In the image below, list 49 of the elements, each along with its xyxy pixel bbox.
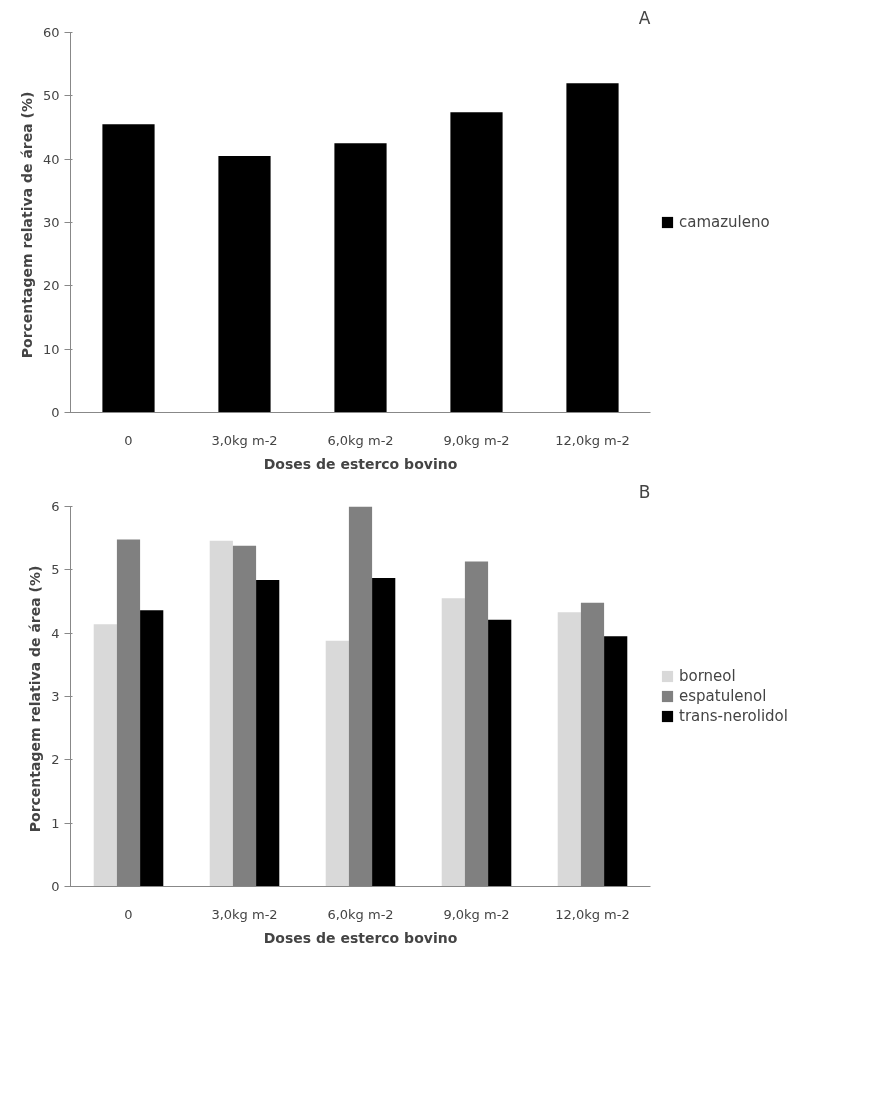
y-tick-label: 30 xyxy=(42,215,60,230)
y-tick-label: 20 xyxy=(42,278,60,294)
bar xyxy=(372,578,396,887)
bar xyxy=(325,640,349,887)
x-tick-label: 9,0kg m-2 xyxy=(443,906,510,922)
bar xyxy=(334,143,387,413)
y-tick-label: 2 xyxy=(51,752,60,768)
y-axis-title: Porcentagem relativa de área (%) xyxy=(27,565,44,833)
x-tick-label: 0 xyxy=(124,906,133,922)
y-tick-label: 50 xyxy=(42,88,60,104)
legend-label: borneol xyxy=(679,667,736,685)
x-axis-title: Doses de esterco bovino xyxy=(263,929,458,946)
bar xyxy=(557,612,581,887)
bar xyxy=(218,156,271,413)
y-axis-title: Porcentagem relativa de área (%) xyxy=(18,91,35,359)
legend-label: camazuleno xyxy=(679,213,770,231)
x-tick-label: 9,0kg m-2 xyxy=(443,432,510,448)
bar xyxy=(102,124,155,413)
y-tick-label: 10 xyxy=(42,341,60,357)
y-tick-label: 60 xyxy=(42,25,60,40)
text: B xyxy=(638,481,651,502)
x-tick-label: 3,0kg m-2 xyxy=(211,432,278,448)
x-tick-label: 12,0kg m-2 xyxy=(555,432,630,448)
y-tick-label: 1 xyxy=(51,815,60,831)
y-tick-label: 3 xyxy=(51,689,60,704)
y-tick-label: 40 xyxy=(42,151,60,167)
y-tick-label: 4 xyxy=(51,625,60,641)
bar xyxy=(209,540,233,887)
legend-label: trans-nerolidol xyxy=(679,707,788,725)
y-tick-label: 5 xyxy=(51,562,60,578)
x-tick-label: 3,0kg m-2 xyxy=(211,906,278,922)
text: A xyxy=(638,7,651,28)
bar xyxy=(256,579,280,887)
bar xyxy=(441,598,465,887)
bar xyxy=(566,83,619,413)
y-tick-label: 0 xyxy=(51,405,60,420)
bar xyxy=(450,112,503,413)
x-tick-label: 6,0kg m-2 xyxy=(327,432,394,448)
bar xyxy=(604,636,628,887)
legend-label: espatulenol xyxy=(679,687,767,705)
x-tick-label: 12,0kg m-2 xyxy=(555,906,630,922)
y-tick-label: 6 xyxy=(51,499,60,514)
bar xyxy=(93,624,117,887)
x-axis-title: Doses de esterco bovino xyxy=(263,455,458,472)
x-tick-label: 6,0kg m-2 xyxy=(327,906,394,922)
bar xyxy=(140,610,164,887)
bar xyxy=(488,619,512,887)
x-tick-label: 0 xyxy=(124,432,133,448)
y-tick-label: 0 xyxy=(51,879,60,894)
